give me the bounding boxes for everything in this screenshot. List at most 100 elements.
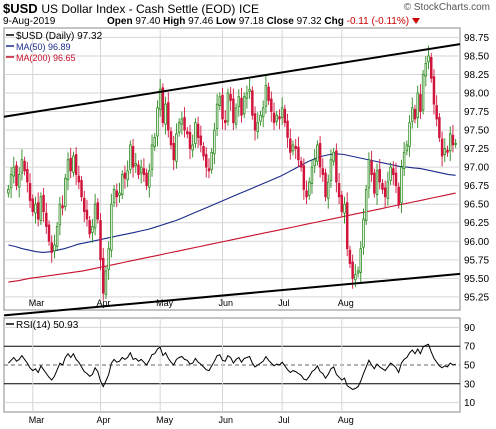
candle-body — [364, 188, 368, 221]
candle-body — [210, 151, 213, 170]
candle-body — [164, 103, 167, 125]
candle-body — [405, 144, 409, 152]
stockcharts-credit: © StockCharts.com — [403, 2, 490, 13]
candle-body — [153, 137, 156, 147]
candle-body — [234, 107, 238, 125]
candle-body — [207, 168, 211, 172]
candle-body — [259, 114, 262, 122]
candle-body — [180, 118, 184, 125]
candle-body — [145, 172, 148, 187]
candle-body — [177, 122, 181, 133]
candle-body — [186, 131, 189, 135]
candle-body — [278, 116, 281, 120]
candle-body — [448, 133, 452, 152]
trendlines — [3, 43, 461, 317]
candle-body — [345, 202, 349, 250]
chg-label: Chg — [324, 16, 344, 27]
price-tick-label: 97.25 — [464, 144, 489, 155]
candle-body — [9, 174, 13, 189]
price-tick-label: 95.75 — [464, 255, 489, 266]
candle-body — [289, 138, 292, 153]
candle-body — [93, 203, 97, 229]
price-panel-frame — [3, 27, 461, 311]
candle-body — [299, 160, 303, 168]
candle-body — [335, 150, 338, 183]
candle-body — [375, 170, 379, 195]
candle-body — [26, 168, 29, 183]
candle-body — [424, 62, 428, 77]
candle-body — [251, 90, 254, 116]
candle-body — [413, 108, 417, 120]
candle-body — [96, 202, 100, 220]
candle-body — [115, 190, 119, 198]
candle-body — [272, 112, 276, 124]
close-value: 97.32 — [296, 16, 322, 27]
candle-body — [264, 85, 268, 107]
moving-averages — [8, 153, 456, 283]
candle-body — [378, 168, 381, 183]
rsi-series — [8, 343, 456, 390]
price-month-label: Aug — [338, 298, 354, 308]
ma200-line — [8, 192, 456, 283]
candle-body — [232, 98, 235, 124]
rsi-y-axis: 10 30 50 70 90 — [464, 323, 476, 409]
candle-body — [69, 157, 72, 172]
candle-body — [402, 151, 406, 170]
price-tick-label: 95.25 — [464, 292, 489, 303]
candle-body — [324, 172, 327, 198]
rsi-tick-label: 70 — [464, 342, 476, 353]
candle-body — [148, 170, 151, 188]
candle-body — [126, 170, 129, 181]
candle-body — [408, 122, 411, 147]
candle-body — [158, 88, 162, 110]
candle-body — [416, 92, 419, 118]
price-tick-label: 97.50 — [464, 126, 489, 137]
candle-body — [139, 166, 143, 174]
candle-body — [400, 166, 403, 204]
candle-body — [245, 92, 249, 99]
price-y-axis: 95.25 95.50 95.75 96.00 96.25 96.50 96.75 97.00… — [464, 33, 489, 303]
candle-body — [356, 270, 360, 274]
candle-body — [427, 55, 430, 63]
candle-body — [213, 129, 216, 155]
candle-body — [223, 120, 227, 124]
candle-body — [142, 168, 146, 175]
candle-body — [53, 244, 56, 252]
candle-body — [229, 94, 232, 101]
candle-body — [386, 181, 390, 199]
candle-body — [321, 168, 325, 175]
high-value: 97.46 — [188, 16, 214, 27]
candle-body — [432, 76, 436, 105]
price-tick-label: 98.50 — [464, 51, 489, 62]
candle-body — [286, 120, 289, 138]
price-month-label: Jul — [278, 298, 290, 308]
candle-body — [61, 205, 64, 209]
candle-body — [104, 270, 108, 296]
rsi-month-label: May — [156, 415, 174, 425]
candle-body — [196, 123, 200, 138]
price-month-label: Jun — [219, 298, 234, 308]
open-label: Open — [107, 16, 133, 27]
candle-body — [172, 143, 175, 161]
price-tick-label: 95.50 — [464, 274, 489, 285]
price-tick-label: 98.25 — [464, 70, 489, 81]
rsi-tick-label: 30 — [464, 379, 476, 390]
rsi-month-label: Apr — [97, 415, 111, 425]
candle-body — [118, 192, 121, 196]
candle-body — [101, 257, 105, 294]
candle-body — [337, 183, 341, 198]
price-month-label: Apr — [97, 298, 111, 308]
candle-body — [430, 57, 433, 79]
rsi-month-label: Jul — [278, 415, 290, 425]
candle-body — [66, 159, 70, 181]
candle-body — [137, 164, 140, 175]
candle-body — [438, 117, 441, 138]
candle-body — [446, 149, 449, 153]
candle-body — [343, 203, 346, 214]
candle-body — [156, 107, 159, 137]
candle-body — [50, 242, 53, 253]
candle-body — [202, 145, 205, 157]
candle-body — [12, 166, 16, 177]
legend-rsi: RSI(14) 50.93 — [16, 320, 79, 331]
candle-body — [7, 188, 10, 194]
